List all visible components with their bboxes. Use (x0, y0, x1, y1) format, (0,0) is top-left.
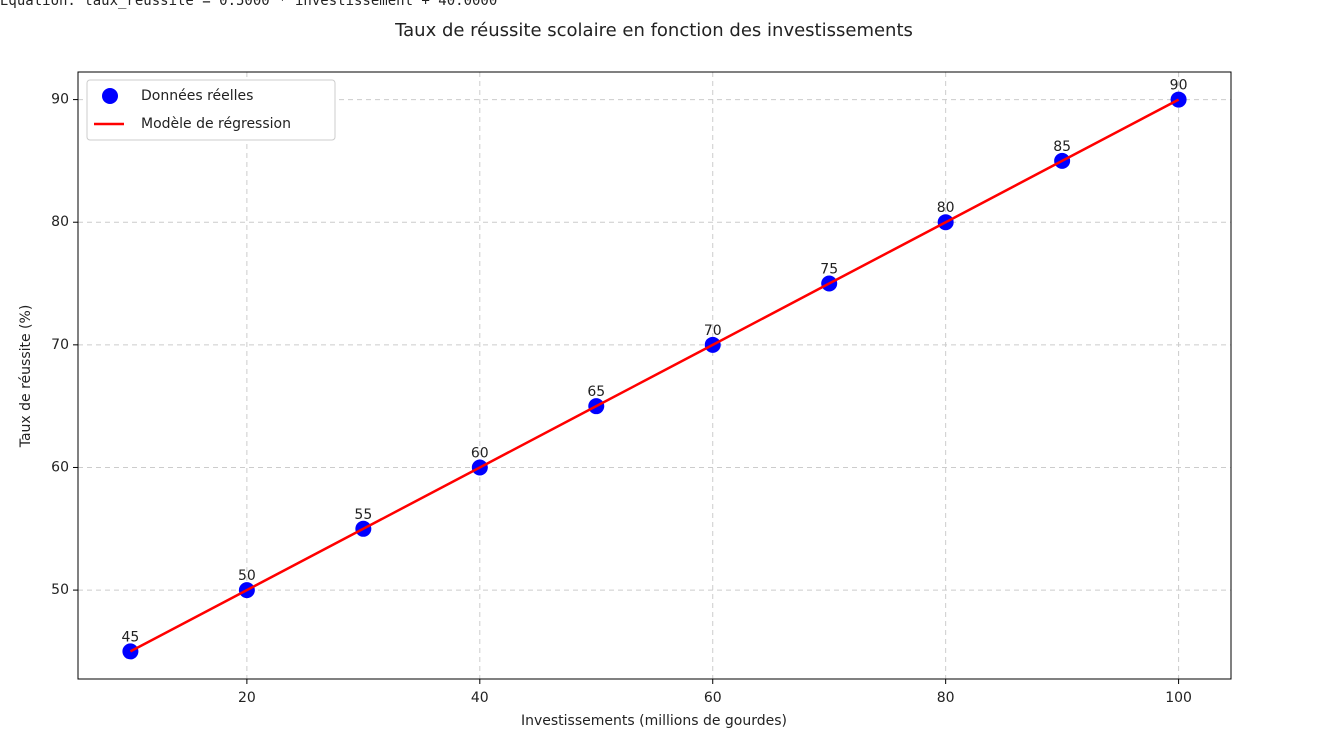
plot-frame (77, 71, 1232, 680)
data-label: 85 (1053, 139, 1071, 155)
legend-label: Modèle de régression (141, 116, 291, 132)
y-tick-label: 80 (51, 214, 69, 230)
legend-box (86, 79, 336, 141)
x-tick-label: 80 (937, 690, 955, 706)
data-label: 65 (587, 384, 605, 400)
chart-title: Taux de réussite scolaire en fonction de… (394, 20, 913, 41)
data-label: 90 (1170, 78, 1188, 94)
y-tick-label: 50 (51, 582, 69, 598)
data-label: 50 (238, 568, 256, 584)
legend-label: Données réelles (141, 88, 253, 104)
x-tick-label: 40 (471, 690, 489, 706)
x-tick-label: 60 (704, 690, 722, 706)
y-tick-label: 90 (51, 92, 69, 108)
y-tick-label: 70 (51, 337, 69, 353)
legend-marker (102, 88, 118, 104)
data-label: 70 (704, 323, 722, 339)
data-label: 60 (471, 445, 489, 461)
regression-line (129, 98, 1180, 653)
x-axis-label: Investissements (millions de gourdes) (521, 713, 787, 729)
x-tick-label: 20 (238, 690, 256, 706)
y-tick-label: 60 (51, 459, 69, 475)
x-tick-label: 100 (1165, 690, 1192, 706)
y-axis-label: Taux de réussite (%) (18, 305, 34, 449)
data-label: 80 (937, 200, 955, 216)
equation: Équation: taux_réussite = 0.5000 * inves… (0, 0, 497, 9)
data-label: 55 (354, 507, 372, 523)
data-label: 45 (121, 629, 139, 645)
data-label: 75 (820, 262, 838, 278)
